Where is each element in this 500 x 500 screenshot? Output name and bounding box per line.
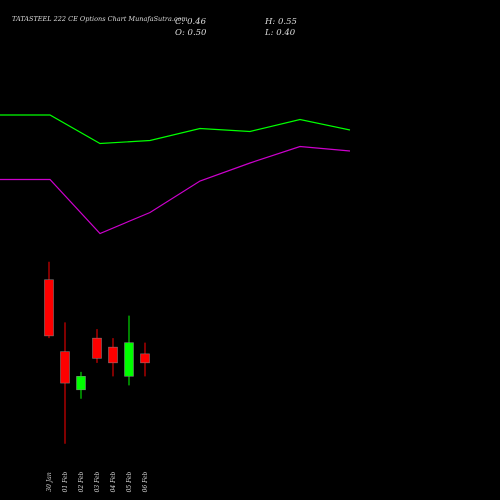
x-tick-label: 01 Feb: [62, 471, 69, 492]
low-info: L: 0.40: [264, 28, 296, 38]
line: [0, 114, 351, 145]
x-tick-label: 06 Feb: [142, 471, 149, 492]
candle-body: [76, 376, 86, 391]
candle-body: [108, 346, 118, 364]
candle-body: [60, 351, 70, 384]
candle-body: [44, 279, 54, 337]
line: [0, 145, 351, 235]
open-info: O: 0.50: [175, 28, 207, 38]
x-tick-label: 05 Feb: [126, 471, 133, 492]
candle-body: [140, 353, 150, 364]
close-info: C: 0.46: [175, 17, 207, 27]
candle-body: [124, 342, 134, 377]
x-tick-label: 30 Jan: [46, 472, 53, 492]
x-tick-label: 04 Feb: [110, 471, 117, 492]
chart-title: TATASTEEL 222 CE Options Chart MunafaSut…: [12, 15, 188, 23]
high-info: H: 0.55: [264, 17, 297, 27]
x-tick-label: 02 Feb: [78, 471, 85, 492]
x-tick-label: 03 Feb: [94, 471, 101, 492]
candle-body: [92, 337, 102, 359]
